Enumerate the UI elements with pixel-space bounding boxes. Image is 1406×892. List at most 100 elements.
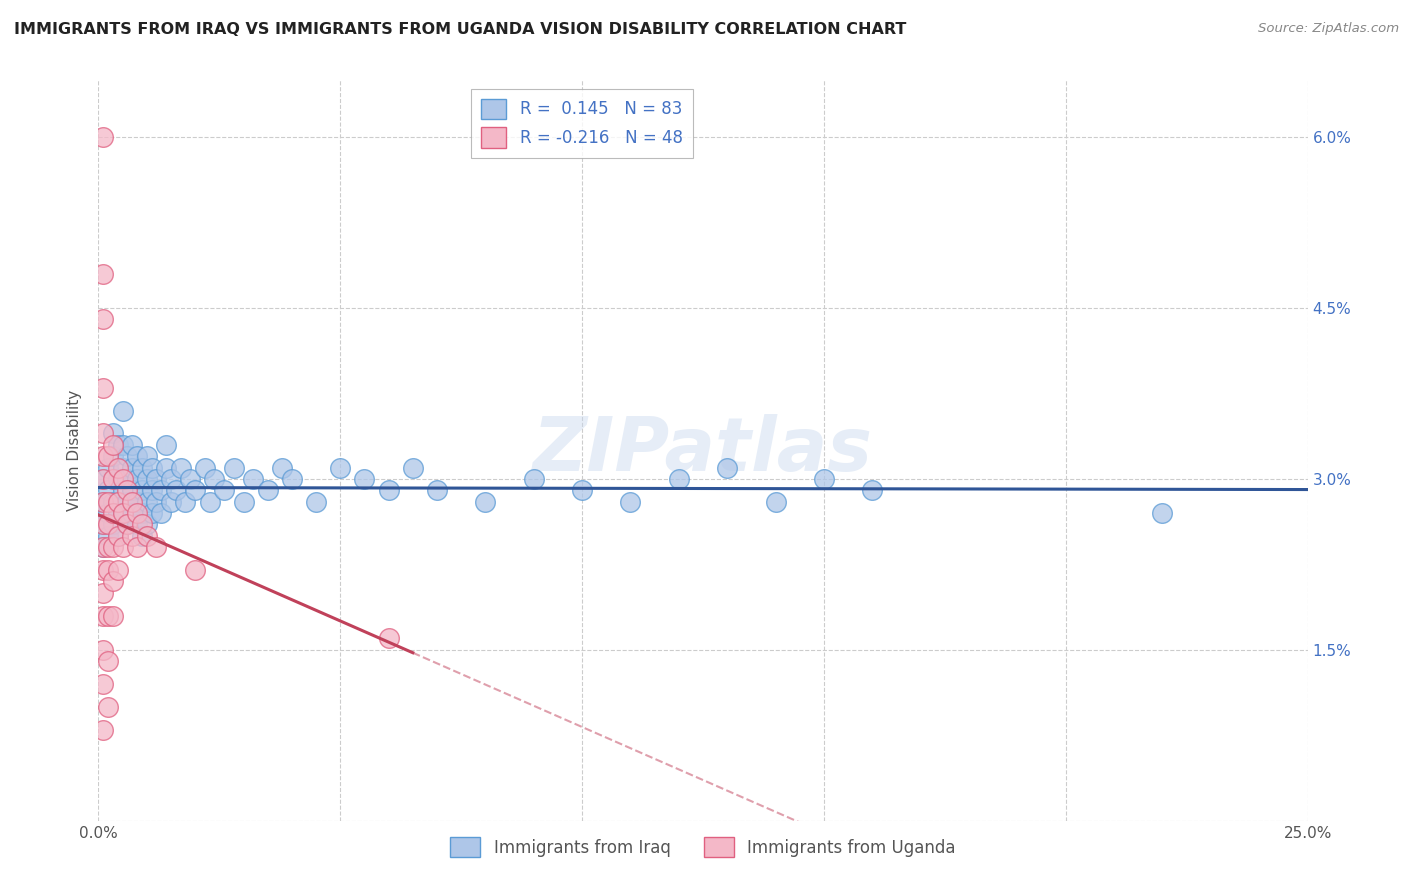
Point [111, 483, 134, 498]
Point [716, 460, 738, 475]
Point [141, 483, 163, 498]
Point [194, 460, 217, 475]
Point [111, 506, 134, 520]
Point [135, 494, 157, 508]
Point [571, 483, 593, 498]
Point [117, 449, 139, 463]
Point [256, 483, 278, 498]
Point [91, 130, 114, 145]
Point [127, 506, 149, 520]
Point [97, 699, 120, 714]
Point [145, 472, 167, 486]
Point [111, 460, 134, 475]
Point [377, 632, 399, 646]
Point [813, 472, 835, 486]
Point [127, 449, 149, 463]
Point [97, 541, 120, 555]
Point [101, 449, 124, 463]
Point [97, 654, 120, 668]
Text: ZIPatlas: ZIPatlas [533, 414, 873, 487]
Point [117, 494, 139, 508]
Point [242, 472, 264, 486]
Point [97, 608, 120, 623]
Text: Source: ZipAtlas.com: Source: ZipAtlas.com [1258, 22, 1399, 36]
Point [101, 517, 124, 532]
Point [91, 449, 114, 463]
Point [91, 426, 114, 441]
Point [145, 494, 167, 508]
Point [150, 506, 173, 520]
Point [135, 529, 157, 543]
Point [765, 494, 787, 508]
Point [117, 472, 139, 486]
Point [107, 472, 129, 486]
Point [271, 460, 294, 475]
Point [329, 460, 352, 475]
Point [111, 438, 134, 452]
Point [111, 472, 134, 486]
Point [281, 472, 304, 486]
Point [117, 517, 139, 532]
Point [101, 472, 124, 486]
Point [160, 494, 183, 508]
Point [107, 563, 129, 577]
Point [155, 438, 177, 452]
Point [91, 517, 114, 532]
Point [668, 472, 690, 486]
Point [184, 483, 207, 498]
Point [111, 541, 134, 555]
Point [101, 608, 124, 623]
Point [101, 574, 124, 589]
Point [91, 586, 114, 600]
Point [169, 460, 191, 475]
Point [121, 438, 143, 452]
Point [165, 483, 187, 498]
Point [121, 483, 143, 498]
Point [131, 483, 153, 498]
Point [619, 494, 641, 508]
Point [91, 517, 114, 532]
Point [101, 506, 124, 520]
Point [1152, 506, 1174, 520]
Point [97, 494, 120, 508]
Point [91, 494, 114, 508]
Point [97, 449, 120, 463]
Point [474, 494, 496, 508]
Point [97, 506, 120, 520]
Point [198, 494, 221, 508]
Point [141, 506, 163, 520]
Point [91, 472, 114, 486]
Point [121, 529, 143, 543]
Point [101, 541, 124, 555]
Point [860, 483, 883, 498]
Point [107, 529, 129, 543]
Point [97, 529, 120, 543]
Point [131, 529, 153, 543]
Point [127, 472, 149, 486]
Point [131, 460, 153, 475]
Point [232, 494, 254, 508]
Point [135, 517, 157, 532]
Point [160, 472, 183, 486]
Point [91, 472, 114, 486]
Point [121, 460, 143, 475]
Point [353, 472, 375, 486]
Text: IMMIGRANTS FROM IRAQ VS IMMIGRANTS FROM UGANDA VISION DISABILITY CORRELATION CHA: IMMIGRANTS FROM IRAQ VS IMMIGRANTS FROM … [14, 22, 907, 37]
Point [91, 608, 114, 623]
Point [101, 494, 124, 508]
Point [179, 472, 201, 486]
Point [212, 483, 235, 498]
Point [107, 438, 129, 452]
Point [91, 267, 114, 281]
Point [204, 472, 226, 486]
Point [107, 529, 129, 543]
Point [121, 506, 143, 520]
Legend: Immigrants from Iraq, Immigrants from Uganda: Immigrants from Iraq, Immigrants from Ug… [444, 830, 962, 864]
Point [135, 449, 157, 463]
Point [127, 541, 149, 555]
Point [150, 483, 173, 498]
Point [121, 494, 143, 508]
Point [155, 460, 177, 475]
Point [127, 494, 149, 508]
Point [135, 472, 157, 486]
